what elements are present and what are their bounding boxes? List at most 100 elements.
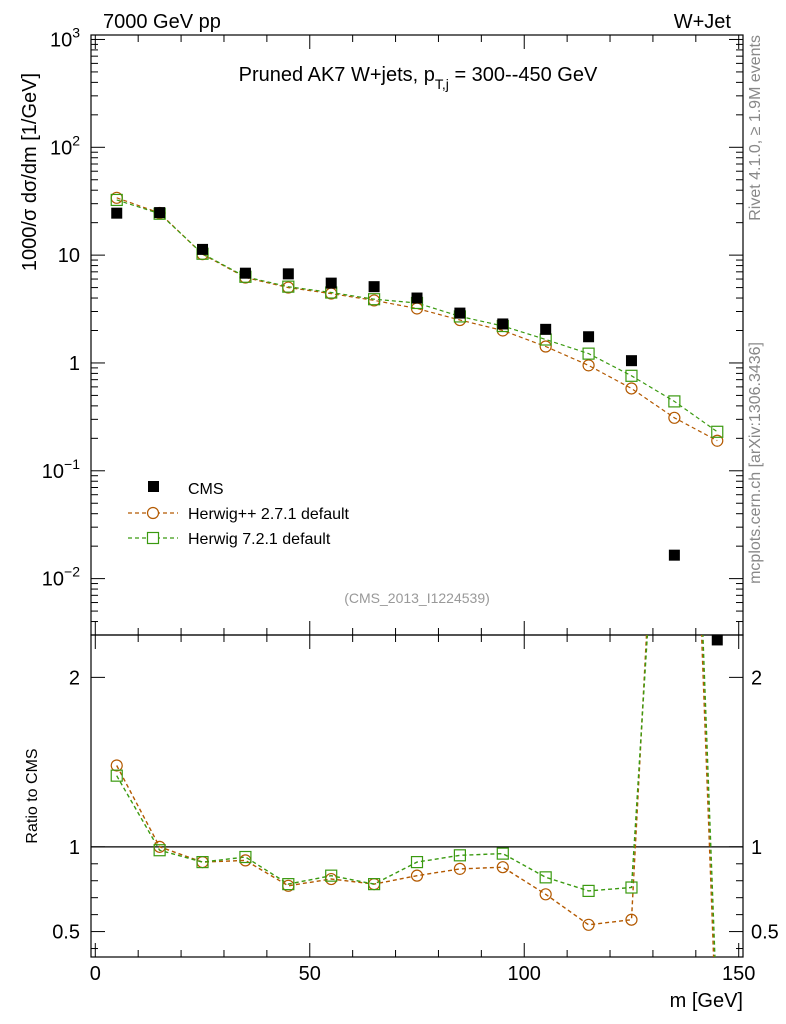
herwigpp-point xyxy=(668,411,681,424)
legend: CMS Herwig++ 2.7.1 default Herwig 7.2.1 … xyxy=(128,481,350,548)
legend-marker-cms xyxy=(148,481,159,492)
herwig7-ratio-point xyxy=(325,869,338,882)
legend-label-herwigpp: Herwig++ 2.7.1 default xyxy=(188,506,350,523)
herwigpp-line xyxy=(116,197,718,442)
chart-title-sub: T,j xyxy=(435,76,449,92)
main-y-tick-label: 10 xyxy=(58,245,80,267)
ratio-y-tick-label: 2 xyxy=(69,667,80,689)
cms-point xyxy=(711,634,723,646)
x-tick-label: 0 xyxy=(90,963,101,985)
tick-base: 10 xyxy=(58,245,80,267)
tick-exponent: −1 xyxy=(64,456,80,472)
herwigpp-point xyxy=(539,340,552,353)
herwig7-point xyxy=(711,425,724,438)
herwigpp-ratio-point xyxy=(625,913,638,926)
herwig7-ratio-point xyxy=(153,844,166,857)
ratio-plot-frame xyxy=(90,634,744,958)
ratio-tick-labels: 0.5 0.5 1 1 2 2 0 50 100 150 xyxy=(52,667,779,985)
cms-point xyxy=(411,292,423,304)
herwig7-point xyxy=(368,293,381,306)
herwig7-point xyxy=(625,369,638,382)
main-y-tick-label: 10−1 xyxy=(42,456,80,483)
cms-point xyxy=(325,277,337,289)
herwig7-ratio-point xyxy=(582,884,595,898)
legend-marker-herwig7 xyxy=(146,531,160,545)
cms-point xyxy=(454,307,466,319)
ratio-y-tick-label-right: 2 xyxy=(751,667,762,689)
x-tick-label: 50 xyxy=(299,963,321,985)
herwig7-point xyxy=(282,280,295,293)
cms-point xyxy=(111,207,123,219)
x-tick-label: 100 xyxy=(508,963,541,985)
herwigpp-ratio-point xyxy=(582,918,595,931)
ratio-series-group xyxy=(110,635,716,957)
herwig7-ratio-point xyxy=(453,849,466,862)
herwigpp-ratio-point xyxy=(410,869,424,882)
herwig7-ratio-point xyxy=(110,769,123,782)
cms-point xyxy=(368,281,380,293)
herwigpp-ratio-point xyxy=(453,862,466,875)
legend-marker-herwigpp xyxy=(146,506,160,520)
header-left: 7000 GeV pp xyxy=(103,11,221,33)
ratio-series xyxy=(110,635,716,957)
tick-exponent: −2 xyxy=(64,564,80,580)
chart-title-pre: Pruned AK7 W+jets, p xyxy=(239,64,435,86)
herwigpp-ratio-point xyxy=(539,888,552,901)
legend-label-herwig7: Herwig 7.2.1 default xyxy=(188,531,331,548)
herwig7-ratio-point xyxy=(196,855,209,869)
herwig7-ratio-point xyxy=(368,878,381,891)
herwig7-point xyxy=(668,395,681,408)
cms-point xyxy=(540,323,552,335)
main-series xyxy=(110,191,724,646)
chart-title-post: = 300--450 GeV xyxy=(449,64,598,86)
ratio-axis-ticks xyxy=(91,635,743,957)
cms-point xyxy=(282,268,294,280)
tick-base: 1 xyxy=(69,353,80,375)
main-y-tick-label: 102 xyxy=(50,132,80,159)
cms-point xyxy=(497,318,509,330)
cms-point xyxy=(197,243,209,255)
cms-point xyxy=(239,267,251,279)
main-y-tick-label: 103 xyxy=(50,24,80,51)
herwig7-ratio-point xyxy=(410,855,424,869)
herwigpp-point xyxy=(711,434,724,447)
tick-exponent: 2 xyxy=(72,132,80,148)
tick-base: 10 xyxy=(50,137,72,159)
main-axis-ticks xyxy=(91,35,743,636)
cms-point xyxy=(625,355,637,367)
herwigpp-ratio-point xyxy=(110,759,123,772)
herwig7-ratio-point xyxy=(625,881,638,894)
herwig7-ratio-point xyxy=(539,871,552,884)
ratio-y-tick-label: 1 xyxy=(69,837,80,859)
cms-point xyxy=(154,207,166,219)
header-right: W+Jet xyxy=(674,11,732,33)
cms-point xyxy=(668,549,680,561)
herwigpp-ratio-point xyxy=(496,861,509,874)
cms-point xyxy=(583,331,595,343)
ratio-y-axis-label: Ratio to CMS xyxy=(24,748,41,843)
tick-exponent: 3 xyxy=(72,24,80,40)
main-y-tick-label: 10−2 xyxy=(42,564,80,591)
main-y-axis-label: 1000/σ dσ/dm [1/GeV] xyxy=(19,73,41,271)
tick-base: 10 xyxy=(42,461,64,483)
herwig7-ratio-point xyxy=(496,847,509,860)
legend-label-cms: CMS xyxy=(188,481,224,498)
side-text-rivet: Rivet 4.1.0, ≥ 1.9M events xyxy=(747,35,764,221)
herwig7-ratio-point xyxy=(282,878,295,891)
tick-base: 10 xyxy=(42,569,64,591)
herwig7-line xyxy=(116,199,718,433)
ratio-panel: 0.5 0.5 1 1 2 2 0 50 100 150 Ratio to CMS m [GeV] xyxy=(24,634,779,1012)
herwig7-ratio-line xyxy=(116,635,716,957)
tick-base: 10 xyxy=(50,29,72,51)
herwigpp-ratio-line xyxy=(116,635,715,957)
x-tick-label: 150 xyxy=(722,963,755,985)
herwigpp-point xyxy=(582,359,595,372)
chart-title: Pruned AK7 W+jets, pT,j = 300--450 GeV xyxy=(239,64,598,92)
herwig7-point xyxy=(110,193,123,207)
herwig7-point xyxy=(582,347,595,360)
main-y-tick-label: 1 xyxy=(69,353,80,375)
side-text-mcplots: mcplots.cern.ch [arXiv:1306.3436] xyxy=(747,342,764,584)
